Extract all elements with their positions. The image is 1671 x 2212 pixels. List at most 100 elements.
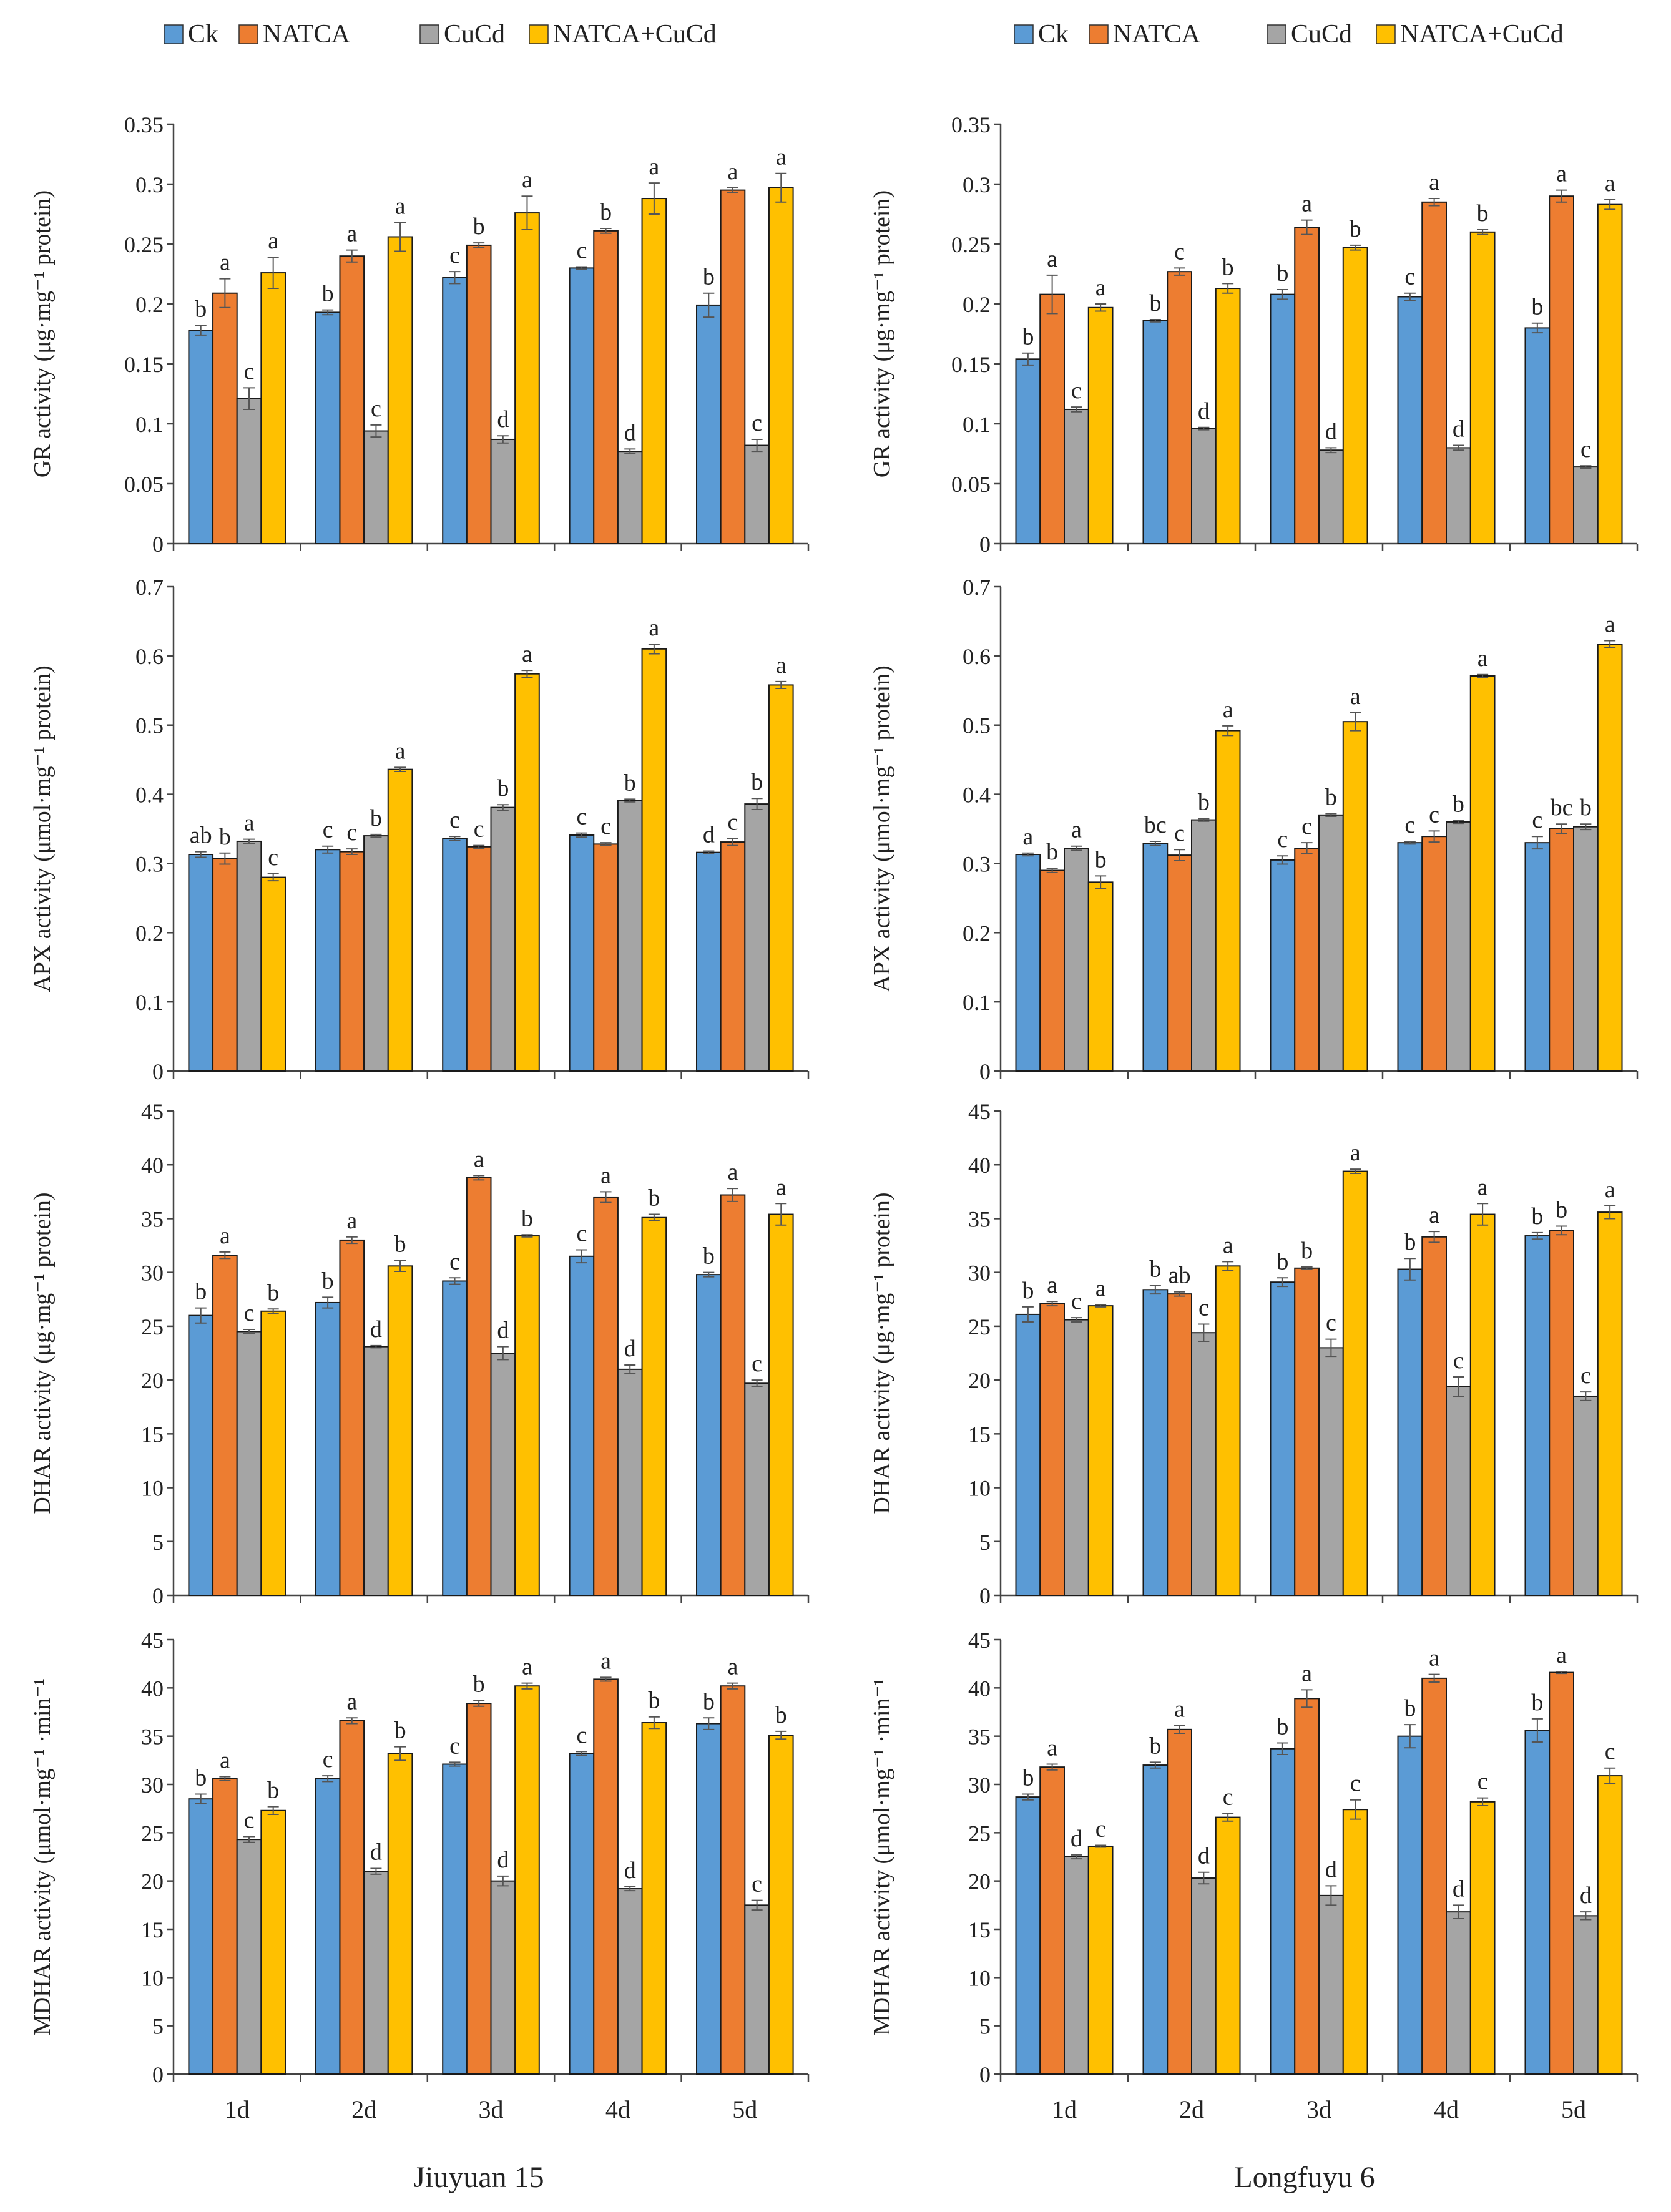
bar-ck-2d [315,1301,341,1597]
significance-letter: b [1149,1256,1161,1282]
significance-letter: b [267,1778,279,1804]
bar-ck-1d [1015,1796,1041,2075]
y-tick-label: 5 [979,1530,991,1555]
significance-letter: d [1198,1843,1210,1869]
significance-letter: d [624,419,636,446]
bar-natcacucd-5d [768,187,794,544]
significance-letter: c [576,237,587,263]
bar-cucd-3d [1318,814,1344,1072]
legend-swatch-right-0 [1014,24,1034,44]
panel-4: 0 0.1 0.2 0.3 0.4 0.5 0.6 0.7 APX activity (μmol… [869,575,1639,1084]
significance-letter: a [1095,275,1106,301]
significance-letter: b [195,296,207,323]
bar-natcacucd-3d [514,1685,540,2075]
significance-letter: a [1477,645,1488,672]
y-tick-label: 0.4 [135,783,164,808]
significance-letter: c [1277,826,1288,853]
significance-letter: a [776,652,786,678]
bar-ck-4d [569,834,595,1072]
significance-letter: d [1198,398,1210,424]
bar-ck-1d [188,854,214,1072]
y-axis-label: MDHAR activity (μmol·mg⁻¹ ·min⁻¹ [29,1678,56,2035]
significance-letter: a [600,1648,611,1674]
y-tick-label: 0.3 [963,851,991,876]
y-tick-label: 45 [968,1099,991,1124]
significance-letter: c [244,1808,255,1834]
bar-ck-1d [188,1798,214,2075]
legend-label-left-3: NATCA+CuCd [553,20,717,49]
significance-letter: c [1095,1816,1106,1842]
significance-letter: c [449,242,460,268]
significance-letter: b [473,213,485,240]
bar-natcacucd-5d [1597,644,1623,1072]
significance-letter: a [522,1654,532,1680]
y-axis-label: APX activity (μmol·mg⁻¹ protein) [869,665,895,992]
y-tick-label: 35 [968,1725,991,1750]
significance-letter: c [1350,1771,1361,1797]
significance-letter: b [1404,1695,1416,1721]
significance-letter: b [1531,1690,1543,1716]
bar-ck-2d [315,311,341,544]
significance-letter: b [1046,839,1058,865]
significance-letter: a [649,615,659,641]
significance-letter: a [1095,1275,1106,1301]
significance-letter: a [1477,1174,1488,1200]
bar-cucd-4d [1446,447,1471,545]
bar-natca-4d [593,1678,619,2075]
significance-letter: c [1580,1363,1591,1389]
significance-letter: c [449,1248,460,1275]
bar-natcacucd-2d [1215,288,1241,544]
legend-label-right-1: NATCA [1113,20,1201,49]
significance-letter: c [752,1351,762,1377]
significance-letter: a [1556,161,1567,187]
bar-natcacucd-1d [1087,881,1114,1072]
significance-letter: a [1301,191,1312,217]
column-title-right: Longfuyu 6 [1234,2161,1375,2194]
y-tick-label: 0.4 [963,783,991,808]
bar-ck-5d [696,1723,722,2075]
bar-natcacucd-4d [641,198,667,545]
bar-cucd-2d [363,1346,389,1596]
bar-cucd-3d [490,1880,516,2075]
significance-letter: b [600,199,612,225]
significance-letter: a [1047,246,1057,272]
bar-cucd-2d [363,1871,389,2075]
significance-letter: a [1047,1272,1057,1298]
significance-letter: b [1222,254,1234,280]
legend-swatch-left-2 [419,24,439,44]
bar-cucd-1d [236,1839,262,2075]
bar-cucd-1d [1064,1319,1089,1596]
legends: Ck NATCA CuCd NATCA+CuCd Ck NATCA CuCd NATCA+Cu… [164,20,1564,49]
significance-letter: b [1149,290,1161,316]
significance-letter: b [195,1764,207,1791]
bar-ck-3d [1270,1748,1296,2075]
bar-cucd-5d [1573,1395,1599,1596]
significance-letter: b [521,1205,533,1231]
significance-letter: a [1350,683,1361,710]
significance-letter: d [624,1857,636,1884]
bar-ck-3d [442,276,468,544]
bar-natcacucd-5d [1597,203,1623,544]
y-tick-label: 15 [141,1422,164,1447]
bar-ck-4d [1397,842,1423,1072]
significance-letter: c [1223,1784,1233,1810]
bar-cucd-3d [490,806,516,1072]
significance-letter: a [1223,697,1233,723]
y-axis-label: DHAR activity (μg·mg⁻¹ protein) [29,1192,56,1514]
significance-letter: c [1301,813,1312,839]
bar-natca-4d [593,230,619,544]
y-tick-label: 45 [141,1628,164,1653]
significance-letter: b [267,1280,279,1306]
bar-natcacucd-1d [260,1809,286,2075]
significance-letter: bc [1144,812,1167,838]
significance-letter: a [220,1223,230,1249]
significance-letter: a [1605,1177,1615,1203]
bar-natca-1d [212,1255,238,1596]
bar-ck-5d [1524,327,1551,545]
bar-natcacucd-1d [1087,1305,1114,1597]
significance-letter: b [751,769,763,795]
bar-ck-3d [442,1280,468,1596]
significance-letter: a [728,1654,738,1680]
significance-letter: b [473,1671,485,1697]
